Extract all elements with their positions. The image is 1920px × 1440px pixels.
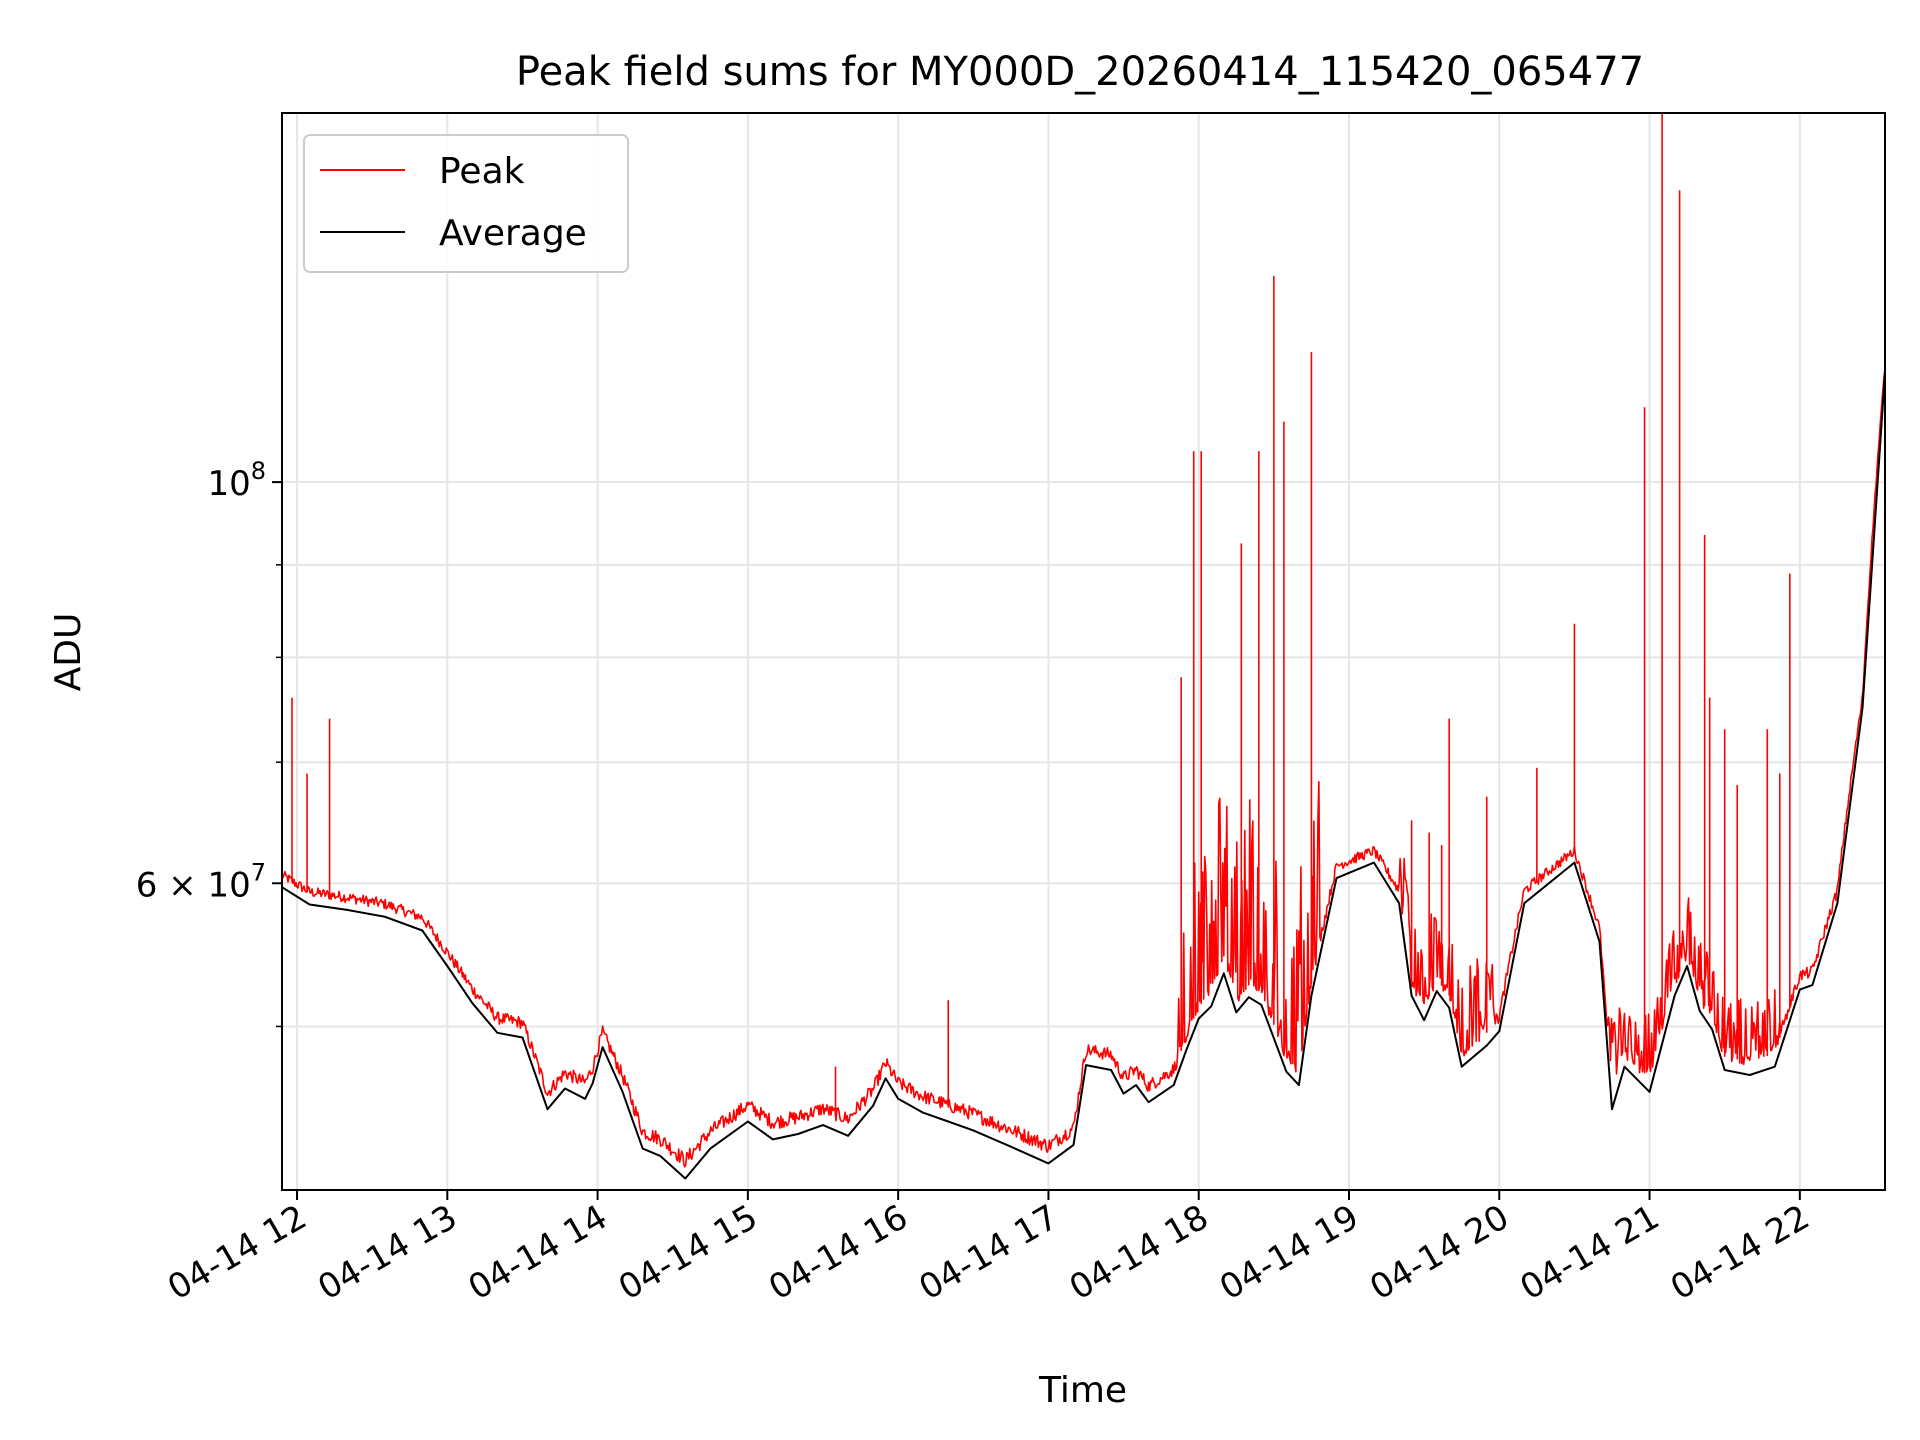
y-tick-exponent: 7 (251, 858, 266, 886)
plot-frame (281, 112, 1886, 1191)
x-axis-label: Time (1038, 1370, 1127, 1411)
grid-layer (282, 113, 1885, 1190)
chart-title: Peak field sums for MY000D_20260414_1154… (516, 49, 1644, 95)
legend-label-average: Average (439, 213, 587, 254)
peak-line (281, 368, 1886, 1168)
average-line (281, 372, 1886, 1180)
legend: Peak Average (303, 134, 629, 273)
data-layer (281, 113, 1886, 1180)
y-tick-exponent: 8 (251, 457, 266, 485)
y-axis-label: ADU (48, 613, 89, 692)
legend-label-peak: Peak (439, 151, 525, 192)
y-tick-label: 6 × 107 (136, 858, 266, 905)
